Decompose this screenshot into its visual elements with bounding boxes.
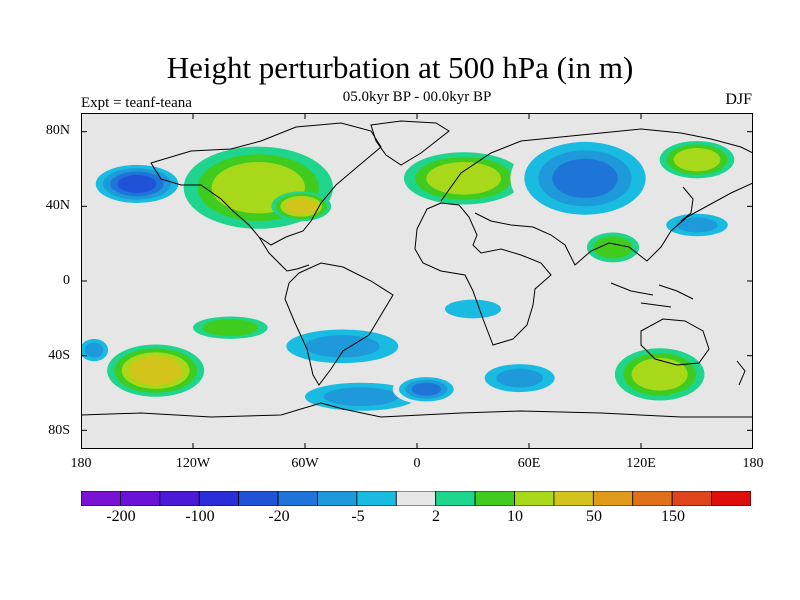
contour-region: [599, 239, 627, 255]
coastline-north-america: [150, 122, 382, 246]
colorbar-swatch: [198, 491, 240, 506]
colorbar: [81, 491, 751, 506]
colorbar-swatch: [592, 491, 634, 506]
coastline-australia: [640, 318, 710, 366]
chart-title: Height perturbation at 500 hPa (in m): [166, 50, 634, 85]
colorbar-swatch: [317, 491, 358, 506]
colorbar-label: -20: [268, 508, 290, 525]
colorbar-label: 150: [661, 508, 685, 525]
colorbar-label: -5: [351, 508, 365, 525]
contour-region: [136, 360, 176, 382]
contour-region: [552, 158, 618, 198]
axis-ticks: [81, 113, 753, 449]
field-layer: [81, 133, 739, 416]
coastline-central-america: [258, 236, 310, 272]
colorbar-label: 10: [507, 508, 523, 525]
contour-region: [117, 174, 157, 193]
contour-region: [680, 151, 714, 168]
colorbar-swatch: [159, 491, 200, 506]
colorbar-swatch: [120, 491, 161, 506]
contour-region: [676, 217, 718, 233]
x-tick-label: 60E: [517, 456, 541, 471]
contour-region: [211, 322, 249, 334]
colorbar-swatch: [553, 491, 594, 506]
colorbar-label: 2: [432, 508, 440, 525]
colorbar-swatch: [671, 491, 712, 506]
x-tick-label: 180: [742, 456, 764, 471]
coastline-japan: [680, 186, 694, 222]
coastline-maritime-asia: [610, 282, 694, 308]
contour-region: [84, 342, 104, 358]
colorbar-swatch: [632, 491, 673, 506]
colorbar-swatch: [277, 491, 318, 506]
map-plot: [81, 113, 753, 449]
contour-region: [305, 335, 380, 358]
coastline-eurasia: [440, 128, 753, 266]
map-canvas: [81, 113, 753, 449]
colorbar-swatch: [356, 491, 397, 506]
coastline-new-zealand: [736, 360, 746, 386]
x-tick-label: 60W: [291, 456, 319, 471]
colorbar-swatch: [474, 491, 515, 506]
colorbar-swatch: [395, 491, 437, 506]
colorbar-swatch: [711, 491, 751, 506]
coastline-europe-africa: [414, 202, 552, 346]
experiment-label: Expt = teanf-teana: [81, 95, 192, 111]
x-tick-label: 120E: [626, 456, 656, 471]
coastline-antarctica: [81, 402, 753, 418]
x-tick-label: 120W: [175, 456, 211, 471]
contour-region: [445, 299, 501, 319]
coastline-south-america: [284, 262, 394, 386]
contour-region: [437, 166, 490, 190]
y-tick-label: 80S: [48, 423, 70, 438]
y-tick-label: 40N: [45, 198, 70, 213]
chart-subtitle: 05.0kyr BP - 00.0kyr BP: [342, 89, 492, 105]
colorbar-swatch: [514, 491, 555, 506]
colorbar-swatch: [81, 491, 121, 506]
contour-region: [640, 362, 680, 386]
y-tick-label: 80N: [45, 123, 70, 138]
coastline-greenland: [370, 120, 450, 166]
contour-region: [289, 200, 314, 213]
colorbar-swatch: [238, 491, 279, 506]
x-tick-label: 0: [413, 456, 421, 471]
coastline-layer: [81, 120, 753, 418]
colorbar-label: 50: [586, 508, 602, 525]
season-label: DJF: [725, 91, 752, 108]
contour-region: [323, 387, 399, 407]
x-tick-label: 180: [70, 456, 92, 471]
y-tick-label: 40S: [48, 348, 70, 363]
colorbar-label: -200: [106, 508, 136, 525]
contour-region: [496, 368, 543, 388]
contour-region: [225, 169, 291, 206]
colorbar-label: -100: [185, 508, 215, 525]
y-tick-label: 0: [63, 273, 70, 288]
contour-region: [411, 382, 442, 396]
colorbar-swatch: [435, 491, 476, 506]
